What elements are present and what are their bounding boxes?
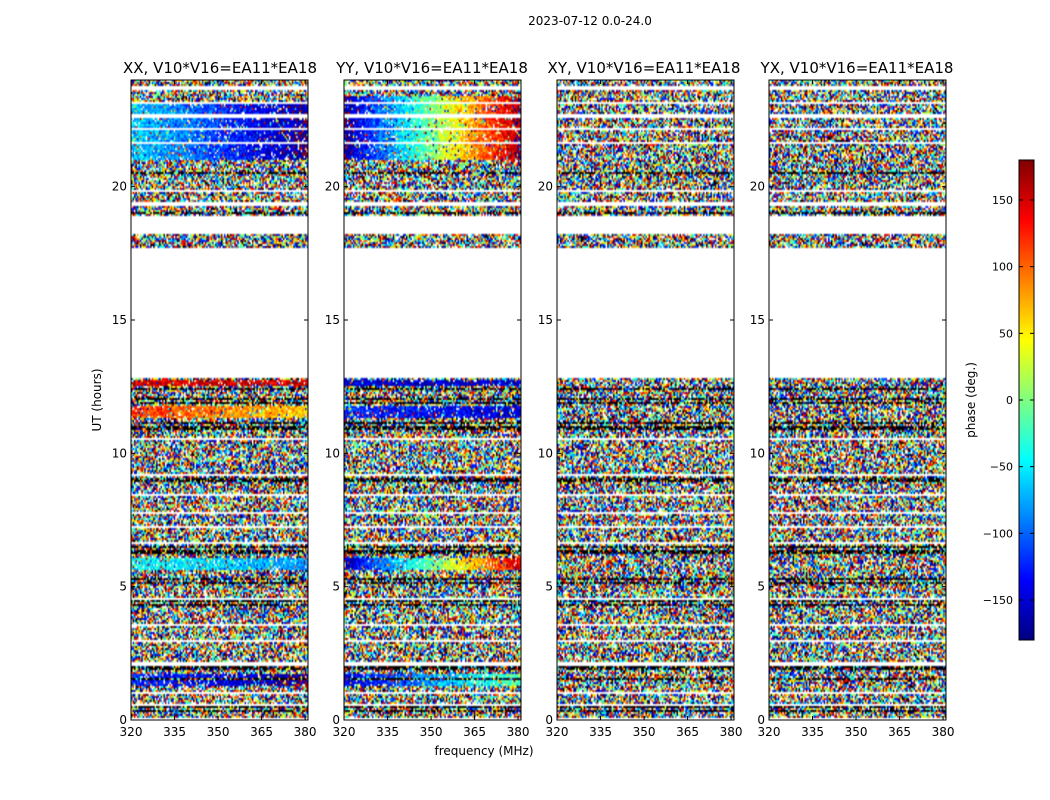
x-tick-label: 335	[376, 725, 399, 739]
x-axis-label: frequency (MHz)	[434, 744, 533, 758]
axes-frame	[556, 79, 735, 721]
x-tick-label: 380	[294, 725, 317, 739]
y-tick-label: 20	[325, 180, 340, 194]
panel-xy: 320 335 350 365 380 0 5 10 15 20 XY, V10*V16=EA11*…	[538, 59, 743, 739]
x-tick-label: 320	[758, 725, 781, 739]
x-tick-label: 350	[207, 725, 230, 739]
x-tick-label: 350	[633, 725, 656, 739]
y-tick-label: 5	[545, 580, 553, 594]
x-tick-label: 320	[333, 725, 356, 739]
panel-title: YX, V10*V16=EA11*EA18	[760, 59, 954, 77]
y-tick-label: 10	[538, 446, 553, 460]
y-tick-label: 20	[112, 180, 127, 194]
x-tick-label: 350	[845, 725, 868, 739]
axes-frame	[130, 79, 309, 721]
x-tick-label: 320	[546, 725, 569, 739]
y-tick-label: 20	[538, 180, 553, 194]
panel-yx: 320 335 350 365 380 0 5 10 15 20 YX, V10*V16=EA11*…	[750, 59, 955, 739]
panel-xx: 320 335 350 365 380 0 5 10 15 20 XX, V10*V16=EA11*…	[112, 59, 317, 739]
colorbar-tick-label: −150	[983, 594, 1013, 607]
colorbar-tick-label: −100	[983, 527, 1013, 540]
colorbar-tick-label: 0	[1006, 394, 1013, 407]
x-tick-label: 380	[932, 725, 955, 739]
colorbar: 150 100 50 0 −50 −100 −150	[983, 159, 1035, 641]
phase-heatmap	[557, 80, 734, 720]
x-tick-label: 365	[888, 725, 911, 739]
x-tick-label: 335	[163, 725, 186, 739]
x-tick-label: 320	[120, 725, 143, 739]
y-tick-label: 5	[757, 580, 765, 594]
phase-heatmap	[131, 80, 308, 720]
x-tick-label: 350	[420, 725, 443, 739]
axes-frame	[768, 79, 947, 721]
y-tick-label: 0	[545, 713, 553, 727]
panel-title: YY, V10*V16=EA11*EA18	[335, 59, 528, 77]
y-tick-label: 15	[538, 313, 553, 327]
colorbar-tick-label: 50	[999, 327, 1013, 340]
y-axis-label: UT (hours)	[90, 368, 104, 431]
y-tick-label: 10	[750, 446, 765, 460]
x-tick-label: 365	[676, 725, 699, 739]
y-tick-label: 0	[119, 713, 127, 727]
panel-yy: 320 335 350 365 380 0 5 10 15 20 YY, V10*V16=EA11*…	[325, 59, 530, 739]
colorbar-tick-label: −50	[990, 461, 1013, 474]
panel-title: XX, V10*V16=EA11*EA18	[123, 59, 317, 77]
axes-frame	[343, 79, 522, 721]
y-tick-label: 0	[332, 713, 340, 727]
y-tick-label: 10	[325, 446, 340, 460]
colorbar-tick-label: 100	[992, 261, 1013, 274]
colorbar-tick-label: 150	[992, 194, 1013, 207]
y-tick-label: 10	[112, 446, 127, 460]
y-tick-label: 15	[750, 313, 765, 327]
phase-heatmap	[769, 80, 946, 720]
x-tick-label: 335	[801, 725, 824, 739]
x-tick-label: 335	[589, 725, 612, 739]
y-tick-label: 15	[112, 313, 127, 327]
panel-title: XY, V10*V16=EA11*EA18	[548, 59, 741, 77]
colorbar-label: phase (deg.)	[964, 362, 978, 438]
x-tick-label: 380	[720, 725, 743, 739]
y-tick-label: 0	[757, 713, 765, 727]
x-tick-label: 365	[250, 725, 273, 739]
phase-heatmap	[344, 80, 521, 720]
x-tick-label: 380	[507, 725, 530, 739]
y-tick-label: 15	[325, 313, 340, 327]
y-tick-label: 5	[332, 580, 340, 594]
y-tick-label: 20	[750, 180, 765, 194]
figure-title: 2023-07-12 0.0-24.0	[528, 14, 652, 28]
y-tick-label: 5	[119, 580, 127, 594]
x-tick-label: 365	[463, 725, 486, 739]
